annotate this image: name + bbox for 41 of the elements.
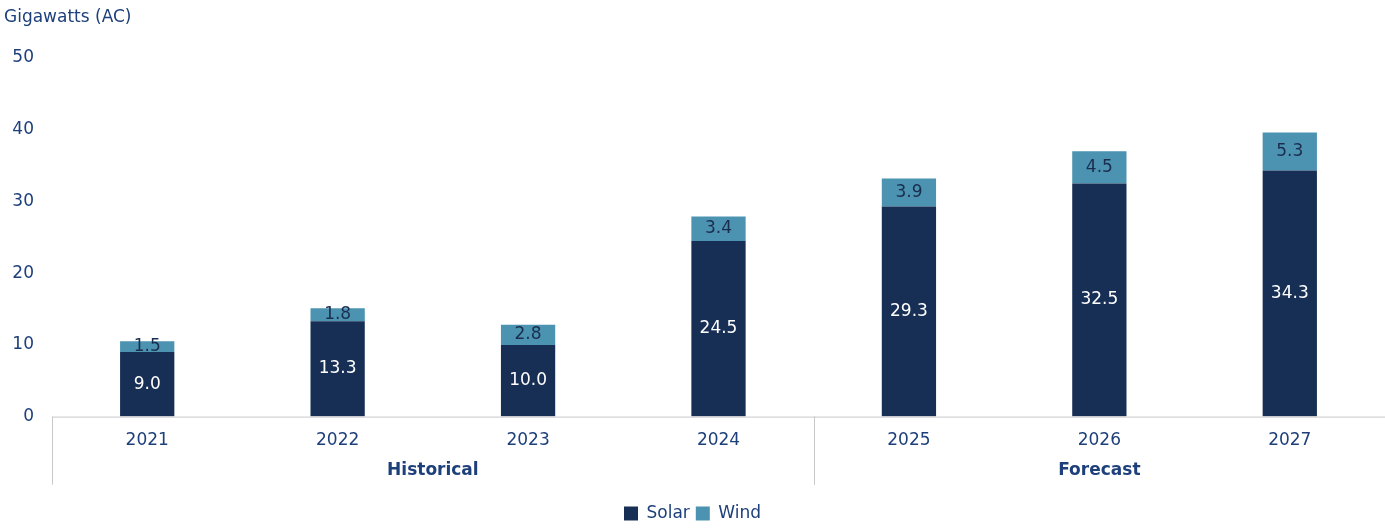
bar (1072, 151, 1127, 184)
data-label: 5.3 (1276, 140, 1304, 161)
data-label: 10.0 (509, 369, 547, 390)
text: Historical (387, 459, 479, 480)
data-label: 32.5 (1080, 288, 1119, 309)
data-label: 1.5 (133, 335, 161, 356)
x-tick-label: 2026 (1077, 429, 1121, 450)
y-tick-label: 20 (12, 261, 34, 282)
legend-label: Solar (646, 501, 690, 522)
data-label: 34.3 (1270, 282, 1309, 303)
x-tick-label: 2023 (506, 429, 550, 450)
y-tick-label: 50 (12, 46, 34, 67)
bar (691, 240, 746, 417)
x-tick-label: 2021 (125, 429, 169, 450)
text: Forecast (1058, 459, 1141, 480)
x-tick-label: 2025 (887, 429, 931, 450)
legend-label: Wind (718, 501, 762, 522)
bar (1262, 132, 1317, 171)
bar (310, 321, 365, 417)
x-tick-label: 2022 (316, 429, 360, 450)
data-label: 9.0 (133, 372, 161, 393)
data-label: 1.8 (324, 303, 352, 324)
bar (1072, 183, 1127, 417)
bar (500, 344, 556, 417)
data-label: 4.5 (1085, 155, 1113, 176)
y-axis-title: Gigawatts (AC) (4, 6, 132, 27)
y-tick-label: 10 (12, 333, 34, 354)
x-tick-label: 2024 (696, 429, 741, 450)
data-label: 24.5 (699, 317, 738, 338)
bar (120, 352, 175, 417)
data-label: 13.3 (318, 357, 357, 378)
y-tick-label: 30 (12, 189, 34, 210)
data-label: 29.3 (890, 299, 928, 320)
bar (881, 206, 937, 417)
bar (1262, 170, 1317, 417)
y-tick-label: 0 (23, 405, 34, 426)
data-label: 3.4 (704, 217, 733, 238)
x-tick-label: 2027 (1268, 429, 1312, 450)
data-label: 2.8 (514, 323, 542, 344)
y-tick-label: 40 (12, 118, 34, 139)
data-label: 3.9 (895, 180, 923, 201)
